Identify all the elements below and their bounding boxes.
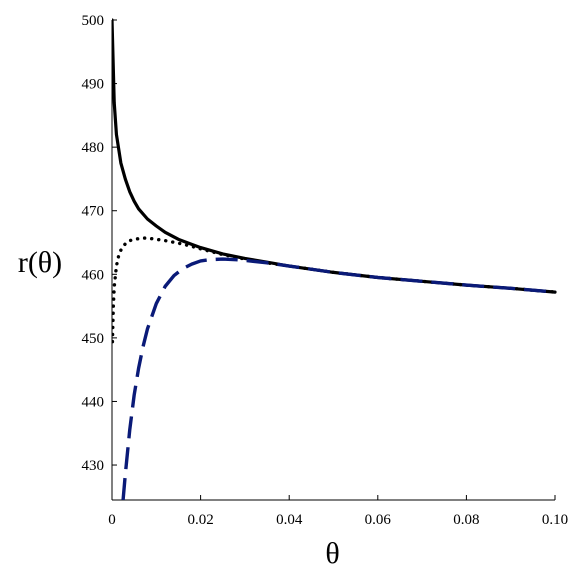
x-tick-label: 0.06 (365, 512, 392, 528)
y-tick-label: 500 (82, 13, 105, 29)
x-tick-label: 0.08 (453, 512, 479, 528)
series-line-dashed (121, 257, 556, 500)
series-line-solid (112, 18, 557, 294)
series-layer (112, 18, 557, 500)
x-tick-label: 0.02 (187, 512, 213, 528)
x-tick-label: 0 (108, 512, 116, 528)
axes: 0 0.02 0.04 0.06 0.08 0.10 430 440 450 460 470 480 4… (82, 13, 569, 528)
series-line-dotted (112, 236, 557, 344)
y-tick-label: 450 (82, 331, 105, 347)
y-tick-label: 440 (82, 394, 105, 410)
y-tick-label: 480 (82, 140, 105, 156)
y-tick-label: 490 (82, 77, 105, 93)
x-tick-label: 0.10 (542, 512, 568, 528)
x-tick-label: 0.04 (276, 512, 303, 528)
y-tick-label: 470 (82, 204, 105, 220)
y-tick-label: 430 (82, 458, 105, 474)
y-axis-title: r(θ) (18, 246, 62, 279)
y-tick-label: 460 (82, 267, 105, 283)
x-axis-title: θ (325, 537, 339, 570)
